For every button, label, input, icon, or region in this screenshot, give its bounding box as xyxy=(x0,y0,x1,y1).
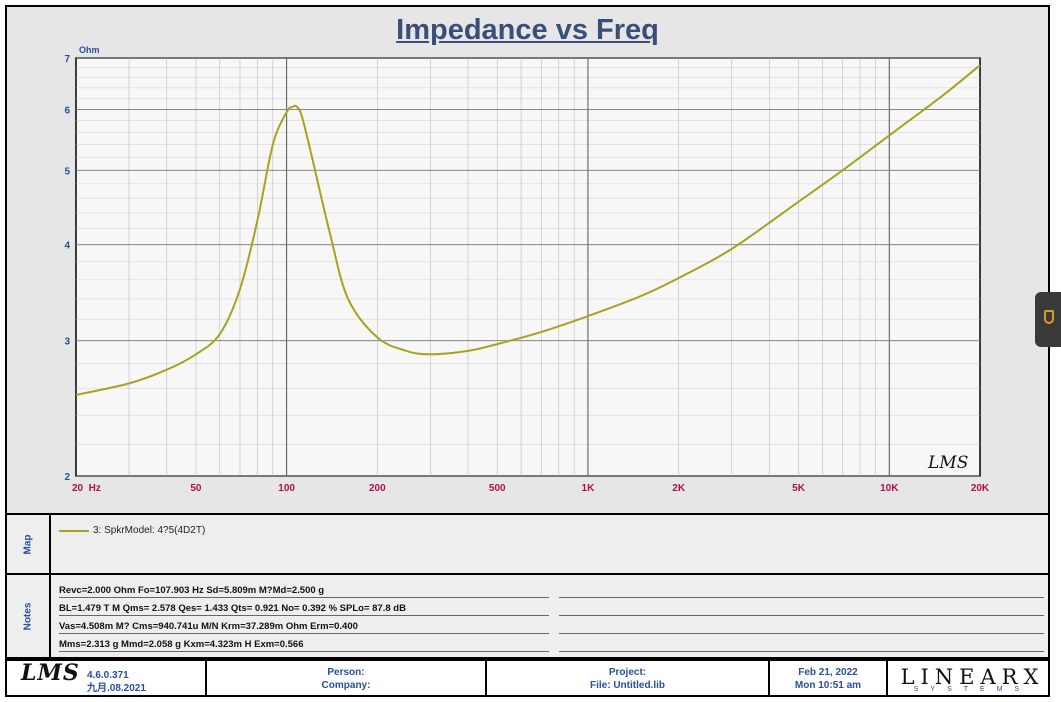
map-label: Map xyxy=(7,515,51,573)
footer-date-cell: Feb 21, 2022 Mon 10:51 am xyxy=(770,661,888,695)
lms-watermark: LMS xyxy=(927,453,968,473)
x-tick-label: 100 xyxy=(278,483,295,494)
x-tick-label: 20K xyxy=(971,483,990,494)
project-label: Project: xyxy=(608,667,647,678)
cup-icon xyxy=(1044,310,1054,324)
y-tick-label: 5 xyxy=(64,166,70,177)
notes-label: Notes xyxy=(7,575,51,657)
note-rule xyxy=(59,597,549,598)
y-tick-label: 4 xyxy=(64,241,70,252)
legend-text: 3: SpkrModel: 4?5(4D2T) xyxy=(93,525,206,536)
note-rule xyxy=(559,615,1044,616)
date-text: Feb 21, 2022 xyxy=(798,667,858,678)
y-tick-label: 7 xyxy=(64,54,70,65)
notes-panel: Notes Revc=2.000 Ohm Fo=107.903 Hz Sd=5.… xyxy=(5,573,1050,659)
footer-version-cell: LMS 4.6.0.371 九月.08.2021 xyxy=(7,661,207,695)
company-label: Company: xyxy=(321,680,371,691)
impedance-chart: 20 Hz 50 100 200 500 1K 2K 5K 10K 20K 2 3 4 5 6 7 Ohm L… xyxy=(64,45,990,494)
linearx-logo: LINEARX SYSTEMS xyxy=(900,665,1045,693)
y-axis-unit-label: Ohm xyxy=(79,45,100,55)
x-tick-label: 500 xyxy=(489,483,506,494)
note-line-1: Revc=2.000 Ohm Fo=107.903 Hz Sd=5.809m M… xyxy=(59,585,325,596)
footer-bar: LMS 4.6.0.371 九月.08.2021 Person: Company… xyxy=(5,659,1050,697)
x-tick-label: 5K xyxy=(792,483,806,494)
lms-logo: LMS xyxy=(21,660,80,686)
note-line-4: Mms=2.313 g Mmd=2.058 g Kxm=4.323m H Exm… xyxy=(59,639,304,650)
footer-project-cell: Project: File: Untitled.lib xyxy=(487,661,770,695)
note-rule xyxy=(59,615,549,616)
legend-swatch xyxy=(59,529,89,532)
note-rule xyxy=(59,651,549,652)
impedance-curve xyxy=(75,64,981,396)
y-tick-label: 6 xyxy=(64,105,70,116)
x-tick-label: 10K xyxy=(880,483,899,494)
person-label: Person: xyxy=(327,667,365,678)
build-date-text: 九月.08.2021 xyxy=(87,683,146,694)
file-label: File: Untitled.lib xyxy=(590,680,665,691)
x-tick-label: 20 Hz xyxy=(72,483,101,494)
x-tick-label: 1K xyxy=(582,483,596,494)
x-tick-label: 50 xyxy=(190,483,202,494)
map-panel: Map 3: SpkrModel: 4?5(4D2T) xyxy=(5,513,1050,575)
version-text: 4.6.0.371 xyxy=(87,670,129,681)
y-tick-label: 2 xyxy=(64,472,70,483)
side-tab-button[interactable] xyxy=(1035,292,1061,347)
y-tick-label: 3 xyxy=(64,337,70,348)
note-line-3: Vas=4.508m M? Cms=940.741u M/N Krm=37.28… xyxy=(59,621,358,632)
footer-person-cell: Person: Company: xyxy=(207,661,487,695)
legend-entry[interactable]: 3: SpkrModel: 4?5(4D2T) xyxy=(59,525,205,536)
note-rule xyxy=(559,597,1044,598)
time-text: Mon 10:51 am xyxy=(794,680,862,691)
note-line-2: BL=1.479 T M Qms= 2.578 Qes= 1.433 Qts= … xyxy=(59,603,406,614)
chart-title: Impedance vs Freq xyxy=(396,14,659,46)
x-tick-label: 200 xyxy=(369,483,386,494)
note-rule xyxy=(559,633,1044,634)
note-rule xyxy=(559,651,1044,652)
x-tick-label: 2K xyxy=(672,483,686,494)
note-rule xyxy=(59,633,549,634)
